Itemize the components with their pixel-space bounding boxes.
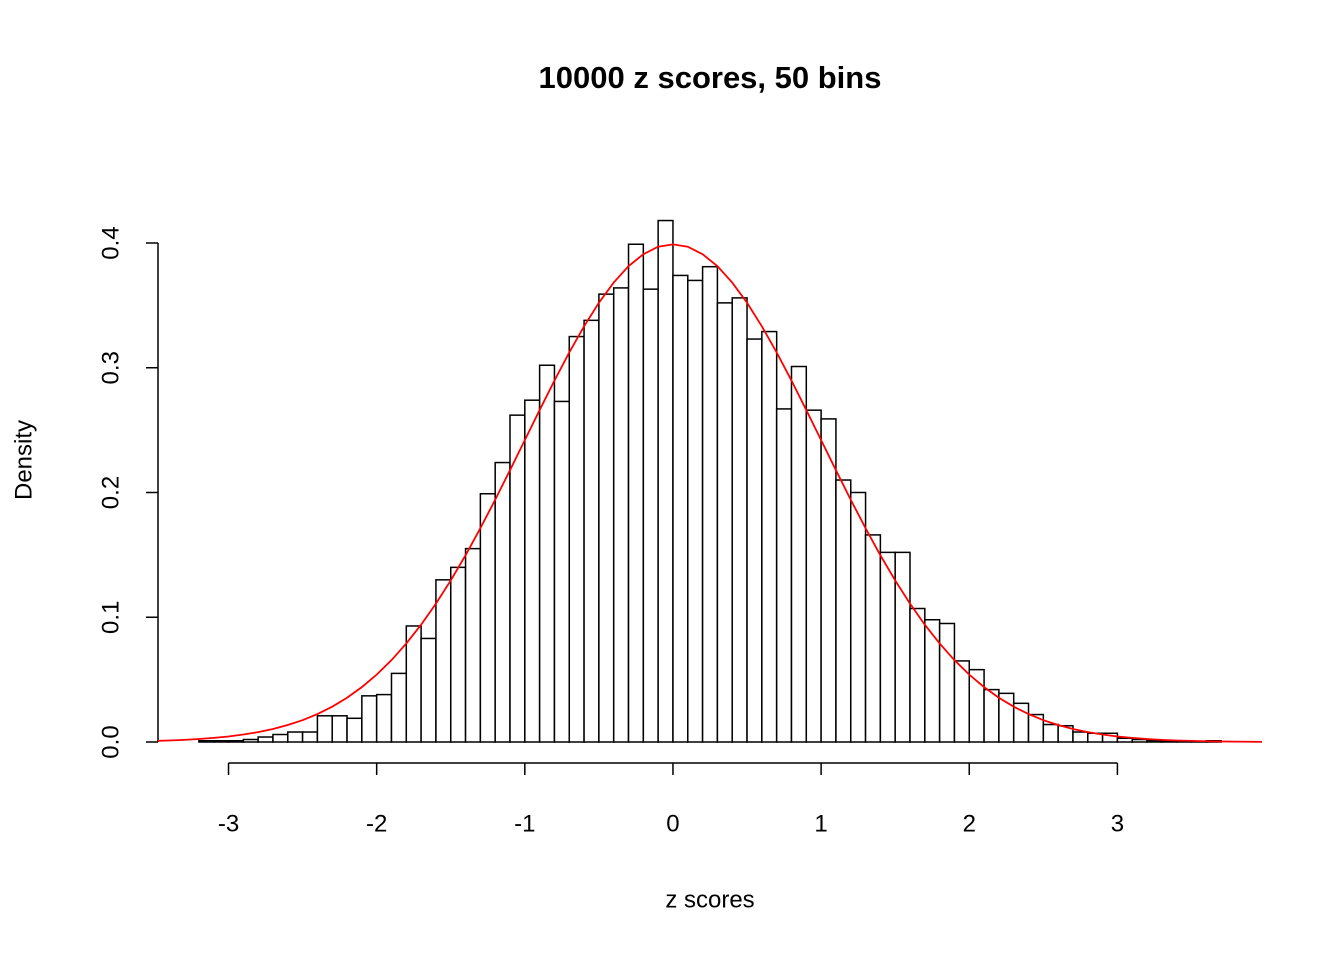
histogram-bar xyxy=(449,566,467,743)
x-tick-label: 3 xyxy=(1111,810,1124,837)
x-tick-label: -3 xyxy=(218,810,239,837)
histogram-bar xyxy=(227,740,245,743)
histogram-bar xyxy=(983,688,1000,743)
histogram-bar xyxy=(627,243,645,743)
histogram-bar xyxy=(835,479,852,743)
histogram-bar xyxy=(375,693,393,743)
histogram-bar xyxy=(257,736,274,743)
histogram-bar xyxy=(701,265,719,743)
density-curve xyxy=(158,243,1262,743)
y-axis-label: Density xyxy=(10,420,37,500)
histogram-bar xyxy=(598,293,615,743)
histogram-bar xyxy=(1131,738,1148,743)
histogram-bar xyxy=(716,302,733,743)
histogram-bar xyxy=(894,551,911,743)
histogram-bar xyxy=(301,731,319,743)
histogram-bar xyxy=(731,297,748,743)
histogram-bar xyxy=(494,461,511,743)
x-tick-label: 2 xyxy=(963,810,976,837)
histogram-bar xyxy=(1042,723,1059,743)
histogram-bar xyxy=(361,695,378,743)
histogram-bar xyxy=(390,672,408,743)
histogram-bar xyxy=(272,733,289,743)
x-axis-label: z scores xyxy=(665,886,754,913)
histogram-bar xyxy=(642,288,659,743)
histogram-bar xyxy=(761,330,778,743)
histogram-bar xyxy=(805,409,822,743)
histogram-bar xyxy=(612,287,630,743)
histogram-bar xyxy=(583,319,600,743)
histogram-bar xyxy=(938,622,956,743)
histogram-bar xyxy=(1146,740,1163,743)
histogram-bar xyxy=(346,717,363,743)
histogram-bar xyxy=(909,607,926,743)
histogram-bar xyxy=(864,534,882,743)
histogram-bar xyxy=(924,618,941,743)
histogram-bar xyxy=(287,731,304,743)
histogram-bar xyxy=(435,579,452,743)
histogram-bar xyxy=(553,400,571,743)
histogram-bar xyxy=(657,219,674,743)
x-tick-label: 1 xyxy=(814,810,827,837)
histogram-bar xyxy=(316,715,333,743)
histogram-bar xyxy=(242,738,259,743)
histogram-bar xyxy=(405,625,422,743)
y-tick-label: 0.3 xyxy=(97,351,124,384)
histogram-bar xyxy=(849,491,867,743)
histogram-bar xyxy=(672,274,689,743)
x-tick-label: -1 xyxy=(514,810,535,837)
x-tick-label: -2 xyxy=(366,810,387,837)
histogram-bar xyxy=(879,551,896,743)
histogram-bar xyxy=(746,338,763,743)
histogram-bar xyxy=(212,740,230,743)
histogram-bar xyxy=(524,399,541,743)
histogram-bar xyxy=(687,279,704,743)
histogram-bar xyxy=(1116,737,1133,743)
histogram-bar xyxy=(775,408,793,743)
histogram-bar xyxy=(420,637,437,743)
histogram-bar xyxy=(1012,702,1030,743)
curve-group xyxy=(158,243,1262,743)
y-tick-label: 0.0 xyxy=(97,725,124,758)
histogram-bar xyxy=(538,364,556,743)
histogram-bar xyxy=(998,692,1015,743)
histogram-bar xyxy=(479,492,496,743)
x-tick-label: 0 xyxy=(666,810,679,837)
y-tick-label: 0.4 xyxy=(97,226,124,259)
chart-title: 10000 z scores, 50 bins xyxy=(539,60,882,95)
histogram-bar xyxy=(198,740,215,743)
histogram-bar xyxy=(790,365,808,743)
histogram-bar xyxy=(464,547,482,743)
histogram-bar xyxy=(331,715,348,743)
y-tick-label: 0.1 xyxy=(97,601,124,634)
histogram-bar xyxy=(1072,731,1089,743)
histogram-bar xyxy=(568,335,585,743)
y-tick-label: 0.2 xyxy=(97,476,124,509)
